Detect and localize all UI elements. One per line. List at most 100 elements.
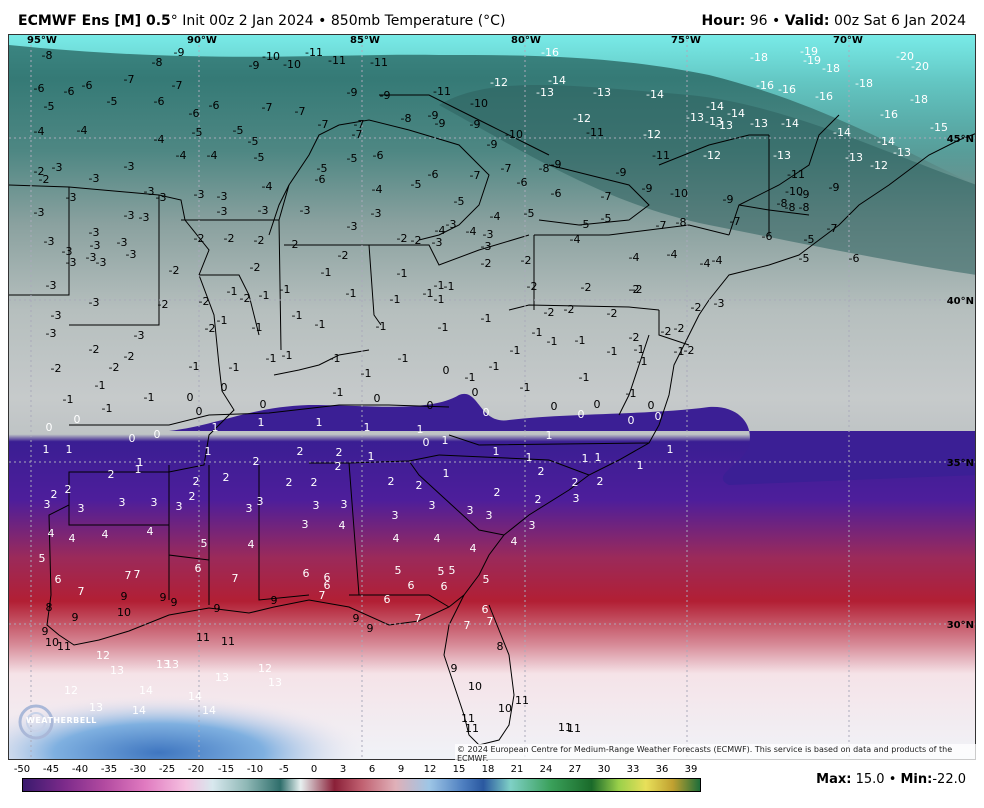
temperature-value: -7 <box>470 169 481 182</box>
temperature-value: -3 <box>347 220 358 233</box>
temperature-value: -3 <box>86 251 97 264</box>
lon-label: 85°W <box>350 35 380 46</box>
temperature-value: -18 <box>822 62 840 75</box>
colorbar-tick: 12 <box>423 764 437 775</box>
temperature-value: 12 <box>96 649 110 662</box>
temperature-map[interactable]: 95°W 90°W 85°W 80°W 75°W 70°W 45°N 40°N … <box>8 34 976 760</box>
temperature-value: -7 <box>501 162 512 175</box>
temperature-value: 3 <box>119 496 126 509</box>
temperature-value: 1 <box>493 445 500 458</box>
gulf-warm-pool <box>9 595 609 759</box>
temperature-value: 6 <box>303 567 310 580</box>
temperature-value: -2 <box>254 234 265 247</box>
temperature-value: 9 <box>353 612 360 625</box>
temperature-value: 2 <box>65 483 72 496</box>
temperature-value: 3 <box>392 509 399 522</box>
temperature-value: -9 <box>829 181 840 194</box>
temperature-value: 6 <box>408 579 415 592</box>
max-label: Max: <box>816 772 852 787</box>
temperature-value: -16 <box>541 46 559 59</box>
temperature-value: 1 <box>582 452 589 465</box>
temperature-value: 1 <box>137 456 144 469</box>
degree-mark: ° <box>170 13 178 29</box>
temperature-value: -3 <box>46 279 57 292</box>
temperature-value: -7 <box>172 79 183 92</box>
lat-label: 40°N <box>947 296 974 307</box>
temperature-value: -2 <box>51 362 62 375</box>
temperature-value: -2 <box>629 283 640 296</box>
temperature-value: -4 <box>154 133 165 146</box>
temperature-value: 2 <box>388 475 395 488</box>
temperature-value: -14 <box>781 117 799 130</box>
temperature-value: -1 <box>547 335 558 348</box>
temperature-value: 1 <box>368 450 375 463</box>
temperature-value: 2 <box>335 460 342 473</box>
temperature-value: -3 <box>258 204 269 217</box>
temperature-value: -2 <box>194 232 205 245</box>
cold-ribbon <box>439 85 975 275</box>
temperature-value: 13 <box>89 701 103 714</box>
temperature-value: -19 <box>803 54 821 67</box>
temperature-value: -1 <box>252 321 263 334</box>
temperature-value: -13 <box>893 146 911 159</box>
temperature-value: -1 <box>532 326 543 339</box>
temperature-value: -6 <box>34 82 45 95</box>
temperature-value: -8 <box>676 216 687 229</box>
temperature-value: -11 <box>370 56 388 69</box>
valid-value: 00z Sat 6 Jan 2024 <box>833 13 966 29</box>
map-title: ECMWF Ens [M] 0.5° Init 00z 2 Jan 2024 •… <box>18 13 505 29</box>
temperature-value: -11 <box>328 54 346 67</box>
colorbar-tick: -15 <box>217 764 235 775</box>
temperature-value: -5 <box>579 218 590 231</box>
header: ECMWF Ens [M] 0.5° Init 00z 2 Jan 2024 •… <box>0 0 984 34</box>
temperature-value: -9 <box>616 166 627 179</box>
temperature-value: -3 <box>89 296 100 309</box>
temperature-value: -4 <box>570 233 581 246</box>
temperature-value: 7 <box>78 585 85 598</box>
temperature-value: -3 <box>96 256 107 269</box>
temperature-value: 0 <box>154 428 161 441</box>
lat-label: 35°N <box>947 458 974 469</box>
temperature-value: -10 <box>262 50 280 63</box>
temperature-value: -1 <box>292 309 303 322</box>
temperature-value: 9 <box>271 594 278 607</box>
temperature-value: -2 <box>338 249 349 262</box>
temperature-value: -2 <box>205 322 216 335</box>
graticule <box>9 35 975 759</box>
temperature-value: 7 <box>464 619 471 632</box>
temperature-value: -11 <box>787 168 805 181</box>
temperature-value: 3 <box>341 498 348 511</box>
temperature-value: -1 <box>481 312 492 325</box>
temperature-value: -7 <box>354 118 365 131</box>
colorbar-tick: 33 <box>626 764 640 775</box>
temperature-value: -4 <box>77 124 88 137</box>
colorbar-tick: -45 <box>42 764 60 775</box>
temperature-value: -5 <box>317 162 328 175</box>
temperature-value: -9 <box>487 138 498 151</box>
temperature-value: -3 <box>432 236 443 249</box>
temperature-value: -9 <box>380 89 391 102</box>
temperature-value: -8 <box>42 49 53 62</box>
temperature-value: -14 <box>877 135 895 148</box>
temperature-value: -4 <box>34 125 45 138</box>
temperature-value: -2 <box>124 350 135 363</box>
init-time: Init 00z 2 Jan 2024 <box>182 13 314 29</box>
temperature-value: 1 <box>637 459 644 472</box>
temperature-value: 4 <box>48 527 55 540</box>
lon-label: 95°W <box>27 35 57 46</box>
temperature-value: -2 <box>521 254 532 267</box>
temperature-value: 3 <box>151 496 158 509</box>
temperature-value: 2 <box>416 479 423 492</box>
temperature-value: -13 <box>536 86 554 99</box>
temperature-value: 2 <box>189 490 196 503</box>
lat-label: 45°N <box>947 134 974 145</box>
temperature-value: 1 <box>443 467 450 480</box>
temperature-value: 0 <box>427 399 434 412</box>
temperature-value: -2 <box>607 307 618 320</box>
temperature-value: -5 <box>524 207 535 220</box>
temperature-value: -1 <box>282 349 293 362</box>
temperature-value: -9 <box>551 158 562 171</box>
temperature-value: -2 <box>224 232 235 245</box>
temperature-value: 5 <box>395 564 402 577</box>
temperature-value: 7 <box>415 612 422 625</box>
